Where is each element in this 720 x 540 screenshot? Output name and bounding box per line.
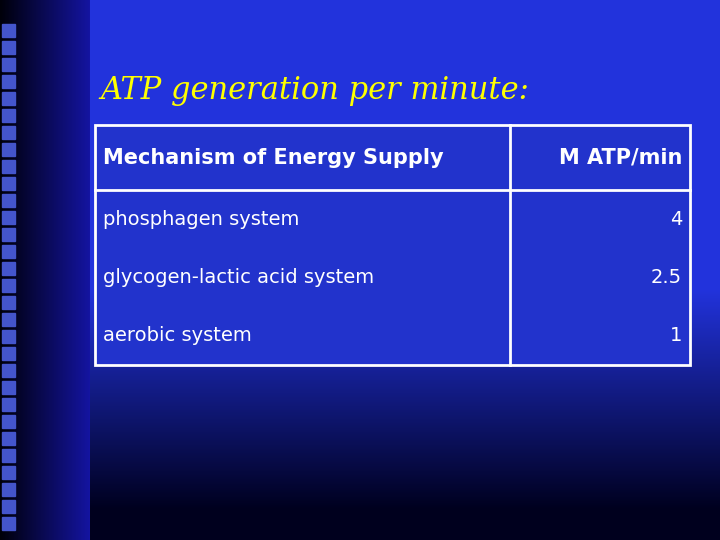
Bar xyxy=(1,397,14,410)
Text: 4: 4 xyxy=(670,210,682,228)
Text: Mechanism of Energy Supply: Mechanism of Energy Supply xyxy=(103,147,444,167)
Text: 2.5: 2.5 xyxy=(651,268,682,287)
Bar xyxy=(1,415,14,428)
Bar xyxy=(1,211,14,224)
Bar xyxy=(1,347,14,360)
Bar xyxy=(1,57,14,71)
Text: 1: 1 xyxy=(670,326,682,346)
Bar xyxy=(1,24,14,37)
Bar xyxy=(1,381,14,394)
Bar xyxy=(1,227,14,240)
Bar xyxy=(1,109,14,122)
Bar xyxy=(1,431,14,444)
Bar xyxy=(1,516,14,530)
Bar xyxy=(1,40,14,53)
Bar xyxy=(1,159,14,172)
Bar xyxy=(1,363,14,376)
Bar xyxy=(1,75,14,87)
Bar xyxy=(1,193,14,206)
Bar xyxy=(1,465,14,478)
Bar xyxy=(1,125,14,138)
Bar xyxy=(1,91,14,105)
Text: M ATP/min: M ATP/min xyxy=(559,147,682,167)
Bar xyxy=(1,483,14,496)
Text: aerobic system: aerobic system xyxy=(103,326,252,346)
Bar xyxy=(1,279,14,292)
Bar xyxy=(1,500,14,512)
Bar xyxy=(95,125,690,365)
Bar xyxy=(1,449,14,462)
Bar xyxy=(1,313,14,326)
Bar xyxy=(1,177,14,190)
Text: glycogen-lactic acid system: glycogen-lactic acid system xyxy=(103,268,374,287)
Text: phosphagen system: phosphagen system xyxy=(103,210,300,228)
Bar xyxy=(1,245,14,258)
Bar xyxy=(1,329,14,342)
Bar xyxy=(1,261,14,274)
Text: ATP generation per minute:: ATP generation per minute: xyxy=(100,75,529,105)
Bar xyxy=(1,143,14,156)
Bar xyxy=(1,295,14,308)
